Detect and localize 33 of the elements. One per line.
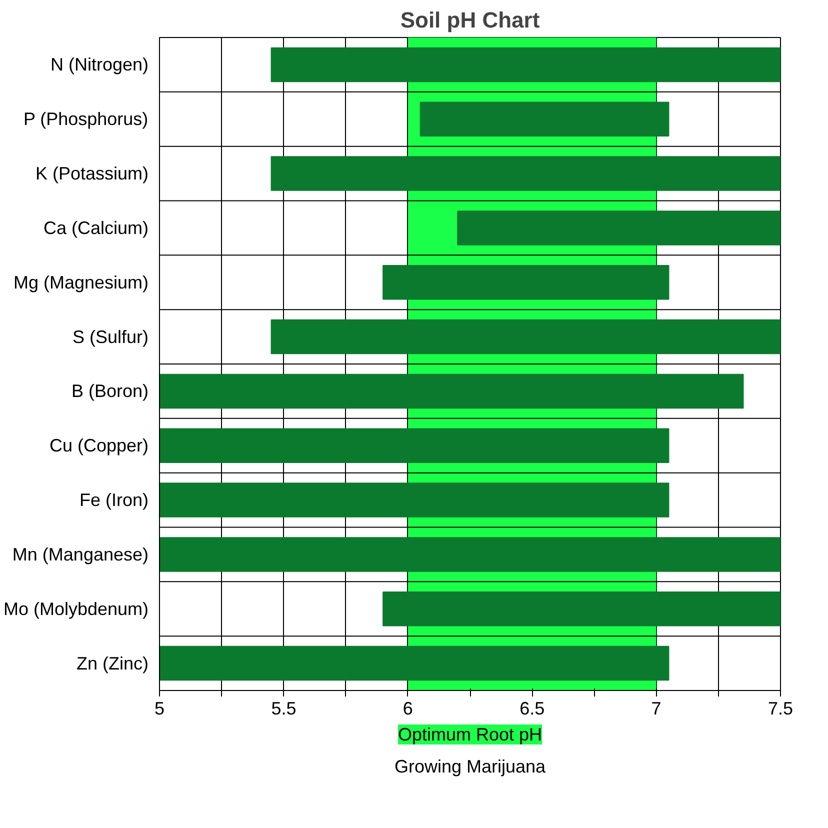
- y-tick-label: K (Potassium): [35, 164, 149, 184]
- y-tick-label: P (Phosphorus): [23, 109, 148, 130]
- y-tick-label: Fe (Iron): [79, 490, 149, 510]
- bar: [382, 265, 670, 300]
- bar: [270, 47, 780, 82]
- y-tick-label: Mn (Manganese): [12, 544, 149, 564]
- y-tick-label: Mg (Magnesium): [13, 272, 149, 292]
- x-tick-label: 5.5: [271, 698, 296, 718]
- bar: [160, 482, 670, 518]
- band-label: Optimum Root pH: [398, 724, 542, 744]
- x-tick-label: 5: [154, 698, 165, 718]
- bar: [457, 210, 780, 246]
- x-tick-label: 7: [651, 698, 662, 718]
- bar: [160, 537, 780, 572]
- bar: [160, 374, 744, 409]
- y-tick-label: Cu (Copper): [49, 436, 149, 456]
- y-tick-label: Ca (Calcium): [43, 218, 149, 238]
- text: Growing Marijuana: [394, 756, 547, 776]
- bar: [160, 646, 670, 681]
- bar: [270, 156, 780, 191]
- bar: [160, 428, 670, 463]
- x-tick-label: 6.5: [520, 698, 545, 718]
- y-tick-label: S (Sulfur): [72, 326, 149, 347]
- y-tick-label: Zn (Zinc): [76, 653, 148, 674]
- y-tick-label: N (Nitrogen): [50, 54, 149, 75]
- x-tick-label: 6: [402, 698, 413, 718]
- chart-title: Soil pH Chart: [400, 8, 540, 32]
- y-tick-label: Mo (Molybdenum): [3, 598, 148, 619]
- y-tick-label: B (Boron): [71, 381, 149, 402]
- bar: [382, 592, 780, 626]
- x-tick-label: 7.5: [768, 698, 794, 718]
- bar: [420, 102, 670, 136]
- bar: [270, 319, 780, 354]
